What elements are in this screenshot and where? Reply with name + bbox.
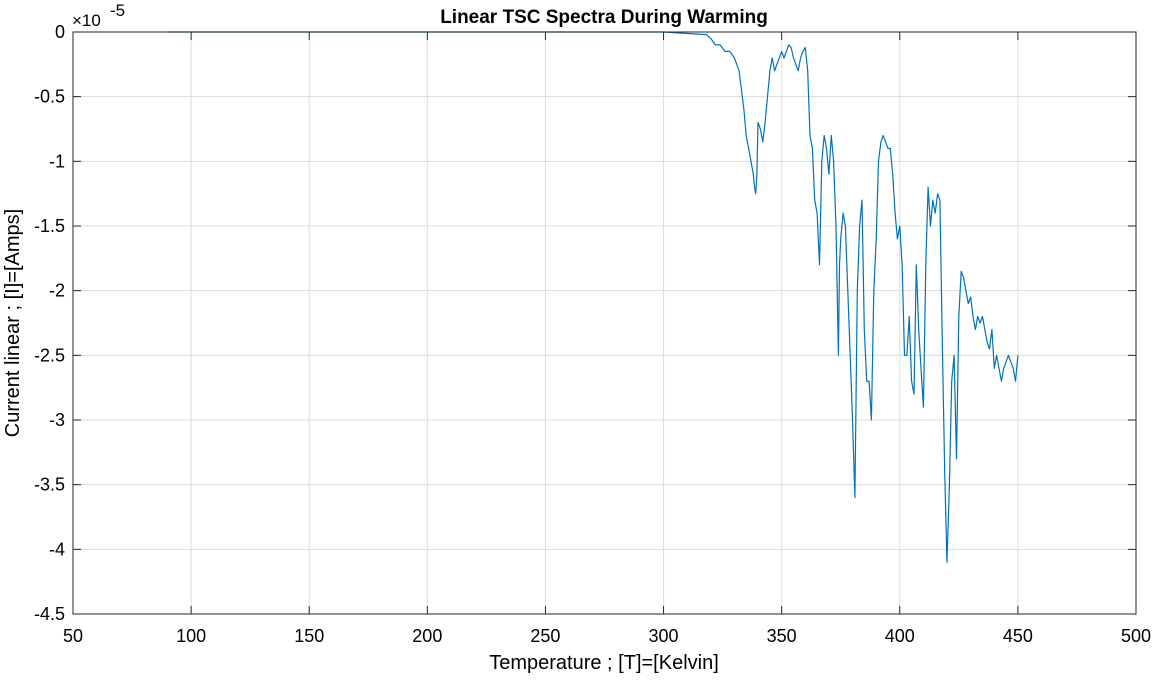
- y-exponent-base: ×10: [72, 11, 101, 30]
- series-layer: [167, 31, 1019, 563]
- grid-lines: [73, 32, 1136, 614]
- x-tick-label: 350: [767, 626, 797, 646]
- x-tick-label: 150: [294, 626, 324, 646]
- x-tick-label: 300: [649, 626, 679, 646]
- y-tick-label: -3.5: [34, 475, 65, 495]
- x-tick-label: 100: [176, 626, 206, 646]
- x-tick-label: 500: [1121, 626, 1151, 646]
- series-line: [167, 31, 1019, 563]
- y-tick-label: -4.5: [34, 604, 65, 624]
- x-tick-labels: 50 100 150 200 250 300 350 400 450 500: [63, 626, 1151, 646]
- plot-frame: [72, 31, 1137, 615]
- y-tick-label: 0: [55, 22, 65, 42]
- y-tick-labels: 0 -0.5 -1 -1.5 -2 -2.5 -3 -3.5 -4 -4.5: [34, 22, 65, 624]
- y-tick-label: -1.5: [34, 216, 65, 236]
- y-tick-label: -4: [49, 539, 65, 559]
- x-axis-label: Temperature ; [T]=[Kelvin]: [489, 652, 719, 674]
- y-exponent-power: -5: [110, 1, 125, 20]
- x-tick-label: 450: [1003, 626, 1033, 646]
- chart-title: Linear TSC Spectra During Warming: [440, 7, 768, 28]
- y-tick-label: -3: [49, 410, 65, 430]
- tick-marks: [72, 31, 1137, 615]
- y-tick-label: -2: [49, 281, 65, 301]
- x-tick-label: 200: [412, 626, 442, 646]
- x-tick-label: 400: [885, 626, 915, 646]
- x-tick-label: 250: [530, 626, 560, 646]
- y-tick-label: -2.5: [34, 345, 65, 365]
- y-tick-label: -1: [49, 151, 65, 171]
- y-tick-label: -0.5: [34, 87, 65, 107]
- y-axis-label: Current linear ; [I]=[Amps]: [2, 209, 24, 437]
- x-tick-label: 50: [63, 626, 83, 646]
